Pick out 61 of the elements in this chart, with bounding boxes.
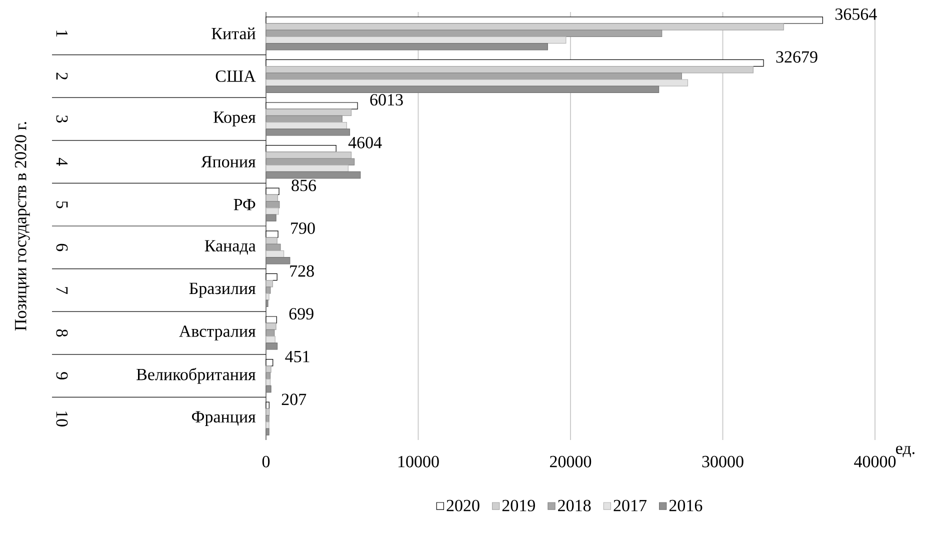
x-tick-label: 20000 xyxy=(550,456,592,468)
x-tick-label: 0 xyxy=(262,456,270,468)
bar xyxy=(266,422,270,429)
text: 6 xyxy=(56,244,68,252)
bar xyxy=(266,342,278,350)
bar xyxy=(266,128,350,136)
data-label: 856 xyxy=(292,180,316,192)
bar xyxy=(266,36,566,44)
bar xyxy=(266,336,276,344)
text: 5 xyxy=(56,201,68,208)
text: 8 xyxy=(56,329,68,337)
y-tick-label: Корея xyxy=(214,112,256,126)
text: Позиции государств в 2020 г. xyxy=(14,122,30,331)
text: 2 xyxy=(56,72,68,80)
data-label: 728 xyxy=(290,265,314,277)
y-tick-label: Австралия xyxy=(179,326,256,340)
bar xyxy=(266,122,347,130)
y-tick-label: США xyxy=(216,70,256,82)
text: 3 xyxy=(56,116,68,123)
y-tick-label: Франция xyxy=(192,411,256,426)
y-tick-label: Япония xyxy=(200,156,256,168)
y-tick-label: РФ xyxy=(234,199,256,210)
x-axis-title: ед. xyxy=(896,446,914,458)
bar xyxy=(266,171,361,179)
y-tick-label: Канада xyxy=(204,240,256,255)
x-tick-label: 10000 xyxy=(398,456,439,468)
bar xyxy=(266,42,548,50)
data-label: 4604 xyxy=(348,136,382,148)
bar xyxy=(266,257,290,264)
data-label: 451 xyxy=(285,350,310,362)
y-tick-label: Бразилия xyxy=(189,282,256,298)
x-tick-label: 30000 xyxy=(702,456,744,468)
bar xyxy=(266,428,270,436)
text: 10 xyxy=(56,412,68,426)
bar xyxy=(266,208,279,215)
data-label: 790 xyxy=(291,222,315,234)
legend-label: 2020 xyxy=(446,500,480,512)
bar xyxy=(266,250,284,258)
legend-label: 2017 xyxy=(614,500,647,512)
text: 1 xyxy=(56,30,68,37)
bar xyxy=(266,86,660,93)
y-tick-label: Китай xyxy=(212,27,256,40)
bar xyxy=(266,214,276,222)
bar xyxy=(266,164,349,172)
x-tick-label: 40000 xyxy=(854,456,896,468)
text: 9 xyxy=(56,372,68,380)
data-label: 32679 xyxy=(776,51,818,63)
data-label: 207 xyxy=(282,394,306,406)
legend-label: 2018 xyxy=(558,500,591,512)
bar xyxy=(266,385,272,393)
data-label: 6013 xyxy=(370,94,403,106)
legend-label: 2019 xyxy=(502,500,535,512)
bar xyxy=(266,378,271,386)
text: 7 xyxy=(56,287,68,294)
data-label: 699 xyxy=(289,308,314,320)
legend-label: 2016 xyxy=(669,500,702,512)
text: 4 xyxy=(56,158,68,166)
y-tick-label: Великобритания xyxy=(136,368,256,384)
bar xyxy=(266,293,270,300)
bar xyxy=(266,79,688,86)
data-label: 36564 xyxy=(835,8,877,20)
